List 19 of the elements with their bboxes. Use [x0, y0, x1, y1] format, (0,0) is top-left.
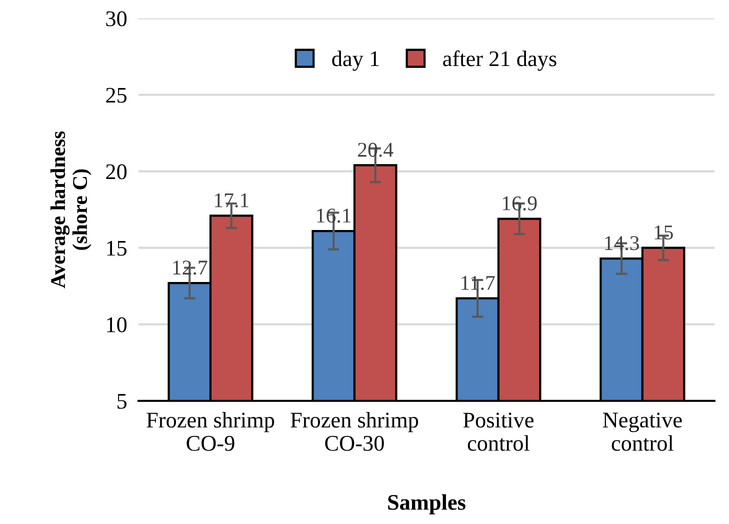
legend-label: day 1	[332, 50, 379, 71]
y-tick-label: 30	[106, 11, 127, 26]
y-tick-label: 10	[107, 317, 127, 332]
x-tick-label: Positive control	[463, 412, 534, 451]
data-label: 17.1	[214, 193, 248, 208]
x-tick-label: Frozen shrimp CO-9	[146, 412, 274, 451]
y-tick-label: 25	[106, 88, 127, 103]
y-tick-label: 5	[118, 394, 127, 409]
data-label: 16.9	[502, 196, 537, 210]
y-tick-label: 15	[107, 240, 127, 256]
data-label: 14.3	[605, 236, 639, 250]
data-label: 15	[654, 225, 673, 240]
data-label: 12.7	[173, 260, 208, 275]
x-tick-label: Frozen shrimp CO-30	[290, 412, 418, 451]
legend-label: after 21 days	[443, 50, 556, 71]
x-axis-title: Samples	[388, 494, 466, 514]
y-tick-label: 20	[106, 164, 127, 180]
y-axis-title: Average hardness (shore C)	[50, 131, 92, 288]
x-tick-label: Negative control	[602, 412, 682, 451]
